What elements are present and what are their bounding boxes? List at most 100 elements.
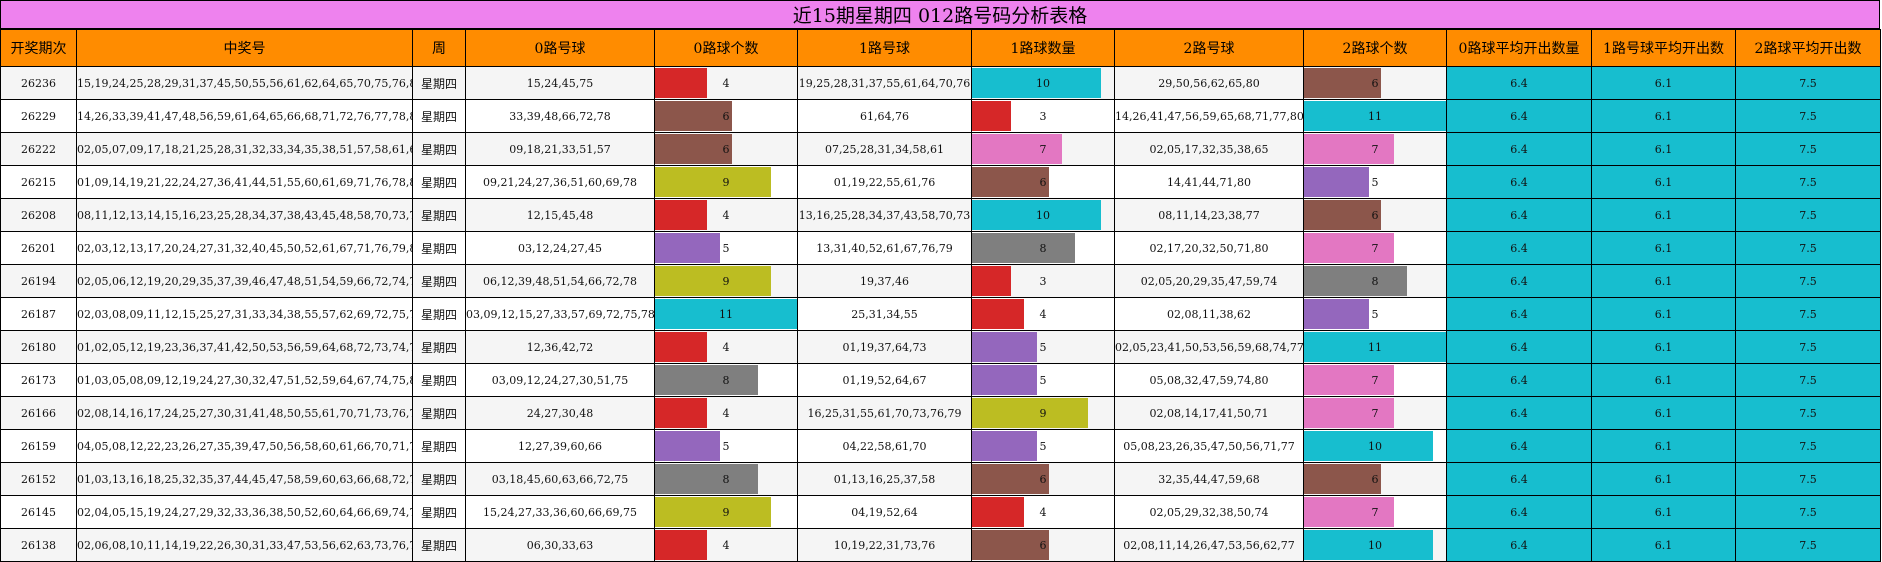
route0-count-cell-bar	[655, 167, 772, 197]
period-cell: 26145	[0, 495, 77, 529]
route2-average-cell: 7.5	[1735, 495, 1881, 529]
route1-numbers-cell: 07,25,28,31,34,58,61	[797, 132, 972, 166]
route1-numbers-cell: 04,19,52,64	[797, 495, 972, 529]
route1-numbers-cell: 25,31,34,55	[797, 297, 972, 331]
route2-count-cell-bar	[1304, 398, 1395, 428]
route0-numbers-cell: 09,21,24,27,36,51,60,69,78	[465, 165, 655, 199]
route1-numbers-cell: 19,25,28,31,37,55,61,64,70,76	[797, 66, 972, 100]
route2-count-cell-value: 7	[1371, 373, 1379, 387]
route0-count-cell-bar	[655, 101, 733, 131]
table-title: 近15期星期四 012路号码分析表格	[0, 0, 1880, 29]
route2-numbers-cell: 08,11,14,23,38,77	[1114, 198, 1304, 232]
route0-numbers-cell: 33,39,48,66,72,78	[465, 99, 655, 133]
route1-count-cell: 5	[971, 363, 1115, 397]
route2-count-cell-bar	[1304, 464, 1382, 494]
weekday-cell: 星期四	[412, 528, 466, 562]
route1-numbers-cell: 01,19,52,64,67	[797, 363, 972, 397]
route2-count-cell: 7	[1303, 495, 1447, 529]
route0-count-cell-bar	[655, 365, 759, 395]
route1-numbers-cell: 16,25,31,55,61,70,73,76,79	[797, 396, 972, 430]
route1-count-cell-bar	[972, 266, 1011, 296]
route0-count-cell-bar	[655, 266, 772, 296]
route0-count-cell-value: 4	[722, 340, 730, 354]
route2-average-cell: 7.5	[1735, 429, 1881, 463]
route0-count-cell-bar	[655, 530, 707, 560]
route2-count-cell-value: 6	[1371, 208, 1379, 222]
period-cell: 26194	[0, 264, 77, 298]
route0-count-cell-bar	[655, 200, 707, 230]
weekday-cell: 星期四	[412, 495, 466, 529]
route0-numbers-cell: 12,36,42,72	[465, 330, 655, 364]
route2-count-cell: 10	[1303, 429, 1447, 463]
route1-average-cell: 6.1	[1591, 132, 1736, 166]
winning-numbers-cell: 02,03,08,09,11,12,15,25,27,31,33,34,38,5…	[76, 297, 413, 331]
route2-numbers-cell: 02,05,17,32,35,38,65	[1114, 132, 1304, 166]
route2-count-cell: 6	[1303, 66, 1447, 100]
weekday-cell: 星期四	[412, 396, 466, 430]
route2-average-cell: 7.5	[1735, 198, 1881, 232]
route2-count-cell: 11	[1303, 330, 1447, 364]
weekday-cell: 星期四	[412, 429, 466, 463]
route0-count-cell: 9	[654, 495, 798, 529]
route1-count-cell-bar	[972, 464, 1050, 494]
winning-numbers-cell: 08,11,12,13,14,15,16,23,25,28,34,37,38,4…	[76, 198, 413, 232]
route2-average-cell: 7.5	[1735, 231, 1881, 265]
route2-count-cell-bar	[1304, 431, 1434, 461]
route1-count-cell-value: 3	[1039, 274, 1047, 288]
route0-average-cell: 6.4	[1446, 330, 1592, 364]
winning-numbers-cell: 02,03,12,13,17,20,24,27,31,32,40,45,50,5…	[76, 231, 413, 265]
route2-average-cell: 7.5	[1735, 528, 1881, 562]
route2-numbers-cell: 02,17,20,32,50,71,80	[1114, 231, 1304, 265]
period-cell: 26180	[0, 330, 77, 364]
route0-numbers-cell: 03,12,24,27,45	[465, 231, 655, 265]
route1-count-cell-bar	[972, 365, 1037, 395]
route2-count-cell: 8	[1303, 264, 1447, 298]
winning-numbers-cell: 15,19,24,25,28,29,31,37,45,50,55,56,61,6…	[76, 66, 413, 100]
route1-numbers-cell: 13,16,25,28,34,37,43,58,70,73	[797, 198, 972, 232]
route0-numbers-cell: 15,24,27,33,36,60,66,69,75	[465, 495, 655, 529]
header-route0-numbers: 0路号球	[465, 29, 655, 67]
route0-count-cell: 6	[654, 99, 798, 133]
route1-count-cell-bar	[972, 497, 1024, 527]
route2-numbers-cell: 05,08,32,47,59,74,80	[1114, 363, 1304, 397]
table-row: 26194 02,05,06,12,19,20,29,35,37,39,46,47…	[0, 264, 1881, 298]
route1-average-cell: 6.1	[1591, 429, 1736, 463]
weekday-cell: 星期四	[412, 363, 466, 397]
route1-count-cell-bar	[972, 530, 1050, 560]
route1-count-cell-bar	[972, 398, 1089, 428]
route2-numbers-cell: 14,41,44,71,80	[1114, 165, 1304, 199]
route2-count-cell-bar	[1304, 167, 1369, 197]
route1-numbers-cell: 10,19,22,31,73,76	[797, 528, 972, 562]
route1-count-cell-value: 6	[1039, 538, 1047, 552]
route1-count-cell: 8	[971, 231, 1115, 265]
route0-count-cell: 4	[654, 66, 798, 100]
route2-count-cell-value: 7	[1371, 406, 1379, 420]
route0-average-cell: 6.4	[1446, 429, 1592, 463]
route0-count-cell-value: 4	[722, 208, 730, 222]
route2-count-cell-bar	[1304, 365, 1395, 395]
route2-average-cell: 7.5	[1735, 297, 1881, 331]
table-row: 26166 02,08,14,16,17,24,25,27,30,31,41,48…	[0, 396, 1881, 430]
period-cell: 26208	[0, 198, 77, 232]
route2-count-cell-bar	[1304, 200, 1382, 230]
table-row: 26180 01,02,05,12,19,23,36,37,41,42,50,53…	[0, 330, 1881, 364]
route1-count-cell: 10	[971, 198, 1115, 232]
route1-count-cell-value: 4	[1039, 505, 1047, 519]
route0-numbers-cell: 15,24,45,75	[465, 66, 655, 100]
route2-numbers-cell: 14,26,41,47,56,59,65,68,71,77,80	[1114, 99, 1304, 133]
header-route0-count: 0路球个数	[654, 29, 798, 67]
route0-count-cell-value: 9	[722, 274, 730, 288]
route2-count-cell: 7	[1303, 363, 1447, 397]
route0-average-cell: 6.4	[1446, 264, 1592, 298]
table-body: 26236 15,19,24,25,28,29,31,37,45,50,55,56…	[0, 66, 1881, 562]
route1-count-cell-value: 5	[1039, 439, 1047, 453]
route1-count-cell-value: 9	[1039, 406, 1047, 420]
route1-count-cell-value: 5	[1039, 373, 1047, 387]
route0-count-cell-value: 4	[722, 406, 730, 420]
route1-numbers-cell: 04,22,58,61,70	[797, 429, 972, 463]
route2-count-cell: 10	[1303, 528, 1447, 562]
route2-average-cell: 7.5	[1735, 462, 1881, 496]
route0-numbers-cell: 12,27,39,60,66	[465, 429, 655, 463]
route1-count-cell-value: 6	[1039, 472, 1047, 486]
table-row: 26229 14,26,33,39,41,47,48,56,59,61,64,65…	[0, 99, 1881, 133]
